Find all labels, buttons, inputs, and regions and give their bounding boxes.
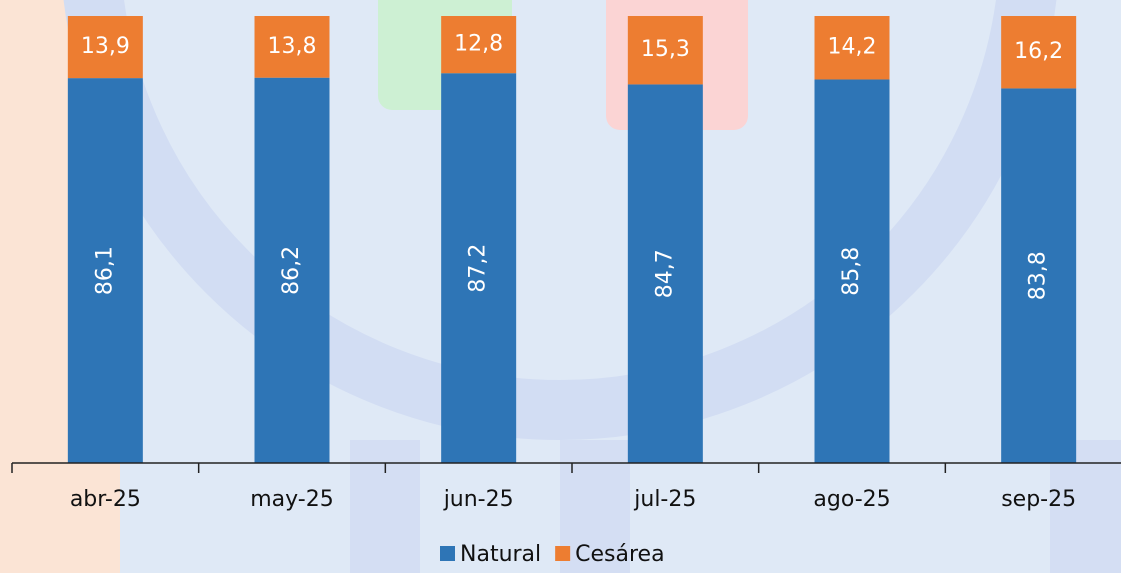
x-tick-label: may-25 — [250, 487, 333, 512]
decor-arc — [63, 0, 1057, 440]
legend-swatch — [440, 546, 455, 561]
bar-segment — [627, 16, 703, 85]
legend-label: Natural — [460, 542, 541, 567]
bar-segment — [1001, 16, 1077, 89]
bar-segment — [1001, 88, 1077, 463]
bar-segment — [441, 16, 517, 74]
bar-segment — [814, 79, 890, 463]
legend-swatch — [555, 546, 571, 561]
legend: Natural Cesárea — [440, 542, 665, 567]
data-label: 13,9 — [81, 34, 130, 59]
x-tick-label: jul-25 — [633, 487, 696, 512]
data-label: 12,8 — [454, 32, 503, 57]
data-label: 83,8 — [1026, 251, 1051, 300]
x-tick-label: ago-25 — [813, 487, 890, 512]
data-label: 14,2 — [828, 35, 877, 60]
bar-segment — [254, 16, 330, 78]
data-label: 87,2 — [466, 244, 491, 293]
bar-segment — [441, 73, 517, 463]
data-label: 86,1 — [92, 246, 117, 295]
bar-segment — [254, 77, 330, 463]
bar-segment — [67, 78, 143, 464]
data-label: 86,2 — [279, 246, 304, 295]
decor-letters — [350, 440, 1121, 573]
data-label: 15,3 — [641, 37, 690, 62]
data-label: 13,8 — [268, 34, 317, 59]
x-tick-label: sep-25 — [1001, 487, 1076, 512]
data-label: 16,2 — [1014, 39, 1063, 64]
bar-segment — [814, 16, 890, 80]
x-tick-label: abr-25 — [70, 487, 141, 512]
bar-segment — [67, 16, 143, 79]
legend-label: Cesárea — [575, 542, 664, 567]
data-label: 84,7 — [652, 249, 677, 298]
bar-segment — [627, 84, 703, 464]
x-tick-label: jun-25 — [443, 487, 514, 512]
data-label: 85,8 — [839, 247, 864, 296]
